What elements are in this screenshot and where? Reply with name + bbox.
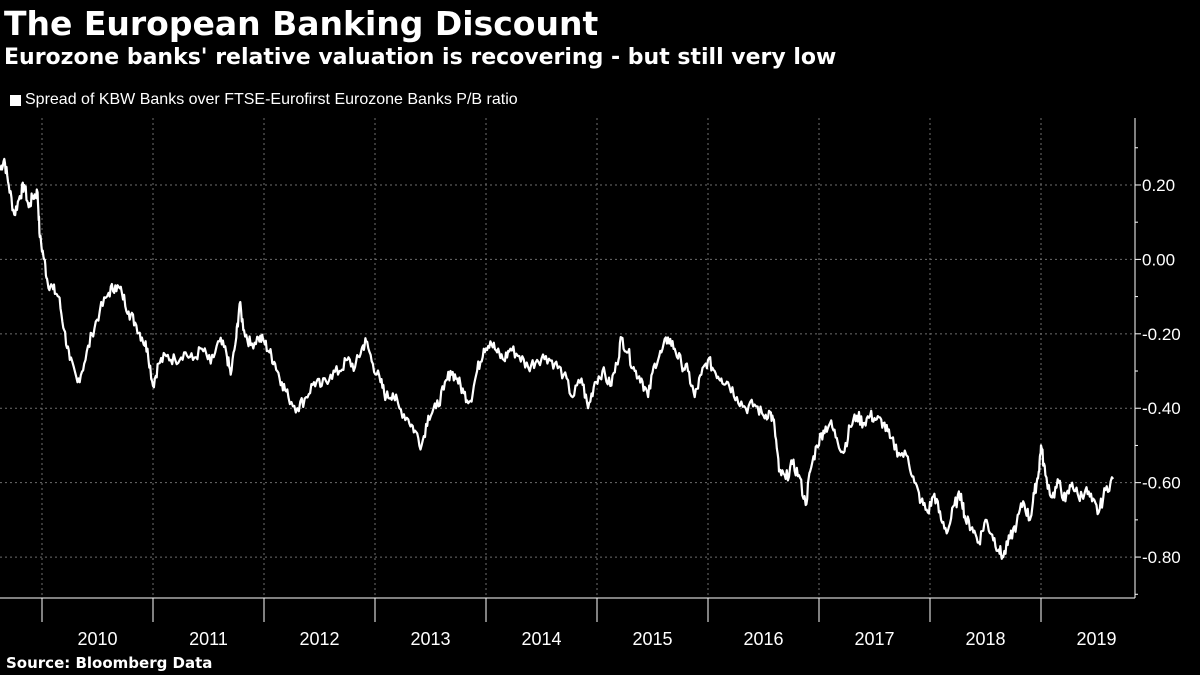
legend: Spread of KBW Banks over FTSE-Eurofirst … bbox=[10, 91, 518, 109]
x-tick-label: 2013 bbox=[410, 629, 450, 649]
x-tick-label: 2011 bbox=[189, 629, 228, 649]
x-tick-label: 2017 bbox=[854, 629, 894, 649]
y-tick-label: -0.80 bbox=[1142, 548, 1181, 567]
y-tick-label: 0.20 bbox=[1142, 176, 1175, 195]
chart-title: The European Banking Discount bbox=[4, 4, 599, 43]
y-tick-label: -0.40 bbox=[1142, 399, 1181, 418]
y-tick-label: 0.00 bbox=[1142, 250, 1175, 269]
x-tick-label: 2012 bbox=[299, 629, 339, 649]
chart-subtitle: Eurozone banks' relative valuation is re… bbox=[4, 45, 837, 70]
x-tick-label: 2016 bbox=[743, 629, 783, 649]
source-note: Source: Bloomberg Data bbox=[6, 654, 213, 672]
x-tick-label: 2015 bbox=[632, 629, 672, 649]
x-tick-label: 2018 bbox=[965, 629, 1005, 649]
y-tick-label: -0.20 bbox=[1142, 325, 1181, 344]
x-tick-label: 2014 bbox=[521, 629, 561, 649]
y-tick-label: -0.60 bbox=[1142, 474, 1181, 493]
axis-layer: 0.20 0.00 -0.20 -0.40 -0.60 -0.80 2010 2011 2012… bbox=[0, 118, 1181, 649]
series-line bbox=[0, 157, 1115, 560]
legend-label: Spread of KBW Banks over FTSE-Eurofirst … bbox=[25, 91, 518, 108]
x-tick-label: 2010 bbox=[77, 629, 117, 649]
legend-swatch bbox=[10, 94, 21, 106]
series-layer bbox=[0, 157, 1115, 560]
grid-layer bbox=[0, 118, 1135, 598]
x-tick-label: 2019 bbox=[1076, 629, 1116, 649]
